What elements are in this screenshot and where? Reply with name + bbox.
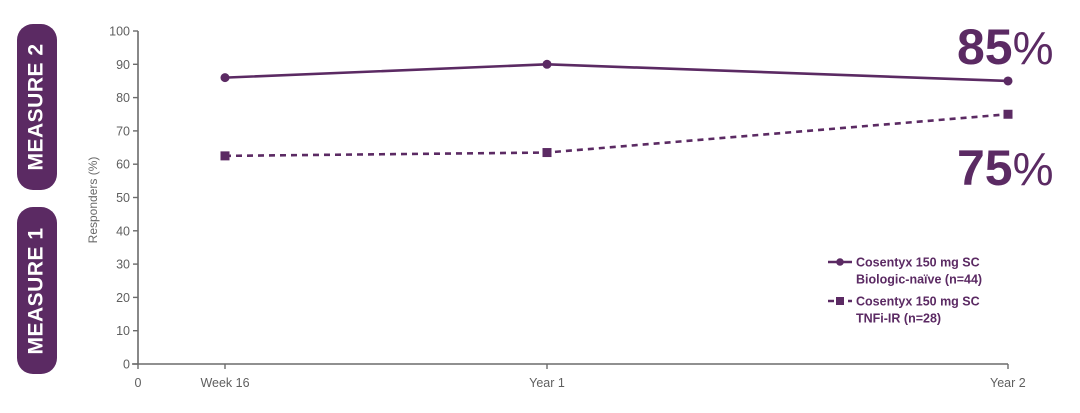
- y-tick-label: 0: [123, 358, 130, 372]
- data-point-square: [220, 151, 230, 161]
- series-line-dashed: [224, 112, 1009, 158]
- y-tick-label: 40: [116, 224, 130, 238]
- y-tick-label: 10: [116, 324, 130, 338]
- y-tick-label: 20: [116, 291, 130, 305]
- y-axis-title: Responders (%): [86, 157, 100, 244]
- legend-label-line2: Biologic-naïve (n=44): [856, 273, 982, 287]
- x-tick-label: Week 16: [200, 376, 249, 390]
- data-point-square: [542, 148, 552, 158]
- x-tick-label: Year 1: [529, 376, 565, 390]
- measure-1-label: MEASURE 1: [17, 207, 57, 374]
- y-tick-label: 100: [109, 25, 130, 39]
- x-origin-label: 0: [135, 376, 142, 390]
- data-point-circle: [542, 59, 552, 69]
- highlight-top-value: 85%: [957, 19, 1054, 75]
- x-tick-label: Year 2: [990, 376, 1026, 390]
- y-tick-label: 50: [116, 191, 130, 205]
- data-point-square: [1003, 109, 1013, 119]
- legend-label-line1: Cosentyx 150 mg SC: [856, 295, 980, 309]
- legend-circle-icon: [836, 258, 844, 266]
- legend-label-line2: TNFi-IR (n=28): [856, 312, 941, 326]
- highlight-bottom-value: 75%: [957, 140, 1054, 196]
- y-tick-label: 70: [116, 124, 130, 138]
- data-point-circle: [220, 73, 230, 83]
- measure-2-label: MEASURE 2: [17, 24, 57, 190]
- data-point-circle: [1003, 76, 1013, 86]
- y-tick-label: 60: [116, 158, 130, 172]
- legend-square-icon: [836, 297, 844, 305]
- y-tick-label: 90: [116, 58, 130, 72]
- legend-label-line1: Cosentyx 150 mg SC: [856, 256, 980, 270]
- y-tick-label: 80: [116, 91, 130, 105]
- y-tick-label: 30: [116, 258, 130, 272]
- series-line-solid: [224, 62, 1009, 83]
